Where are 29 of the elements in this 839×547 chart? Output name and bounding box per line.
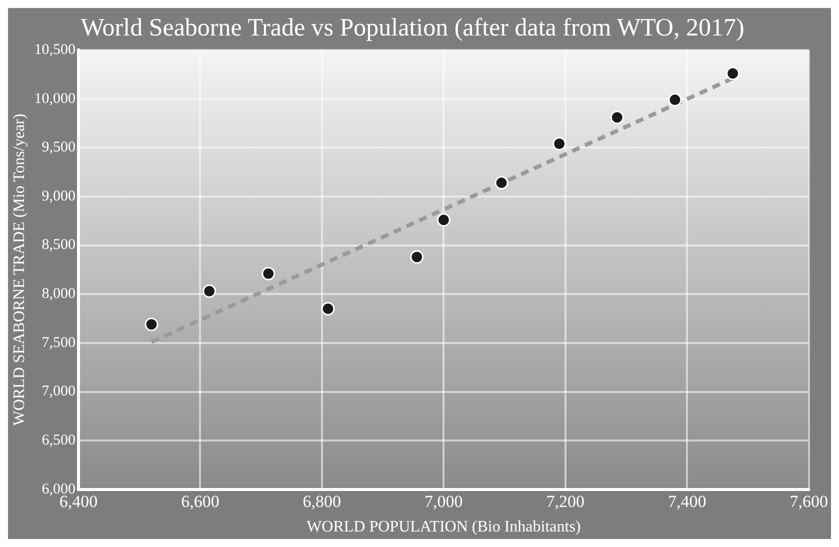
y-tick-label: 8,500 [42, 237, 76, 254]
point [552, 136, 566, 150]
x-tick-label: 7,000 [424, 492, 463, 512]
x-tick-label: 6,800 [302, 492, 342, 512]
point [262, 266, 276, 280]
chart-title: World Seaborne Trade vs Population (after data from WTO, 2017) [80, 14, 744, 42]
point [494, 176, 508, 190]
x-tick-label: 7,200 [546, 492, 585, 512]
point [668, 93, 682, 107]
y-axis-title: WORLD SEABORNE TRADE (Mio Tons/year) [10, 114, 28, 426]
y-tick-label: 6,500 [42, 432, 76, 449]
point [144, 318, 158, 332]
x-axis-title: WORLD POPULATION (Bio Inhabitants) [306, 518, 581, 536]
y-tick-label: 9,000 [42, 188, 76, 204]
point [410, 250, 424, 264]
x-tick-label: 6,600 [181, 492, 220, 512]
point [610, 110, 624, 124]
point [436, 213, 450, 227]
x-tick-label: 7,600 [790, 492, 828, 512]
y-tick-label: 7,000 [42, 384, 76, 400]
y-tick-label: 10,500 [34, 42, 76, 58]
point [726, 66, 740, 80]
y-tick-label: 8,000 [42, 286, 76, 302]
point [202, 284, 216, 298]
y-tick-label: 10,000 [34, 90, 76, 107]
x-tick-label: 7,400 [668, 492, 706, 512]
y-tick-label: 7,500 [42, 334, 76, 351]
y-tick-label: 9,500 [42, 140, 76, 156]
point [321, 302, 335, 316]
